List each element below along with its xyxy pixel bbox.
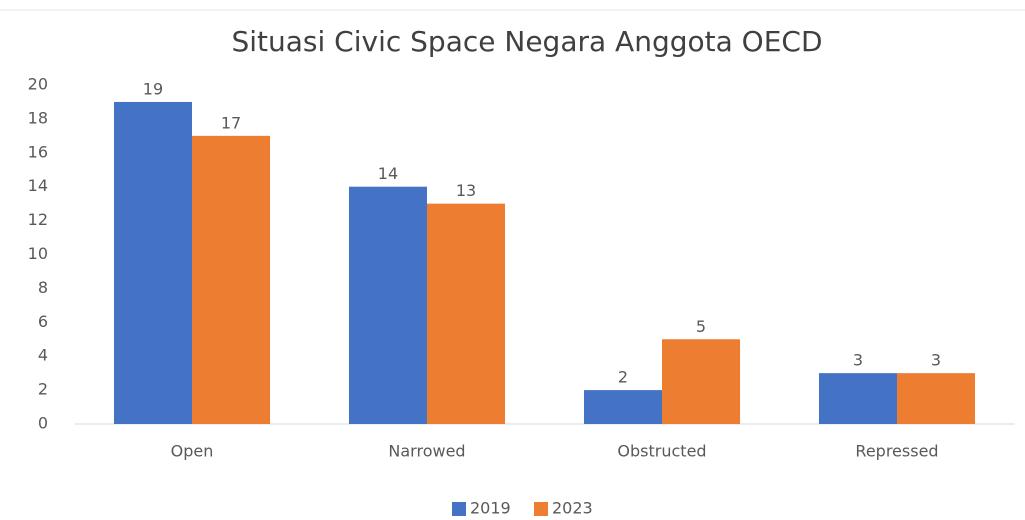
- legend-swatch: [452, 502, 466, 516]
- data-label: 3: [853, 351, 863, 370]
- bar: [427, 203, 506, 424]
- legend-swatch: [534, 502, 548, 516]
- y-tick-label: 4: [38, 346, 48, 365]
- bar: [662, 339, 741, 424]
- x-tick-label: Open: [171, 442, 214, 461]
- chart-title: Situasi Civic Space Negara Anggota OECD: [231, 25, 822, 58]
- bar: [583, 390, 662, 424]
- data-label: 14: [378, 164, 398, 183]
- data-label: 19: [143, 79, 163, 98]
- y-tick-label: 12: [28, 210, 48, 229]
- data-label: 3: [931, 351, 941, 370]
- bar: [192, 135, 271, 424]
- y-tick-label: 20: [28, 75, 48, 94]
- x-tick-label: Narrowed: [388, 442, 465, 461]
- y-tick-label: 18: [28, 108, 48, 127]
- y-tick-label: 8: [38, 278, 48, 297]
- y-tick-label: 16: [28, 142, 48, 161]
- bar: [818, 373, 897, 424]
- x-tick-label: Repressed: [855, 442, 938, 461]
- y-tick-label: 0: [38, 414, 48, 433]
- data-label: 17: [221, 113, 241, 132]
- bar: [348, 186, 427, 424]
- bar: [113, 101, 192, 424]
- data-label: 5: [696, 317, 706, 336]
- legend-label: 2019: [470, 499, 511, 518]
- x-tick-label: Obstructed: [617, 442, 706, 461]
- data-label: 13: [456, 181, 476, 200]
- data-label: 2: [618, 368, 628, 387]
- y-tick-label: 14: [28, 176, 48, 195]
- bar: [897, 373, 976, 424]
- y-tick-label: 10: [28, 244, 48, 263]
- legend-label: 2023: [552, 499, 593, 518]
- y-tick-label: 2: [38, 380, 48, 399]
- y-tick-label: 6: [38, 312, 48, 331]
